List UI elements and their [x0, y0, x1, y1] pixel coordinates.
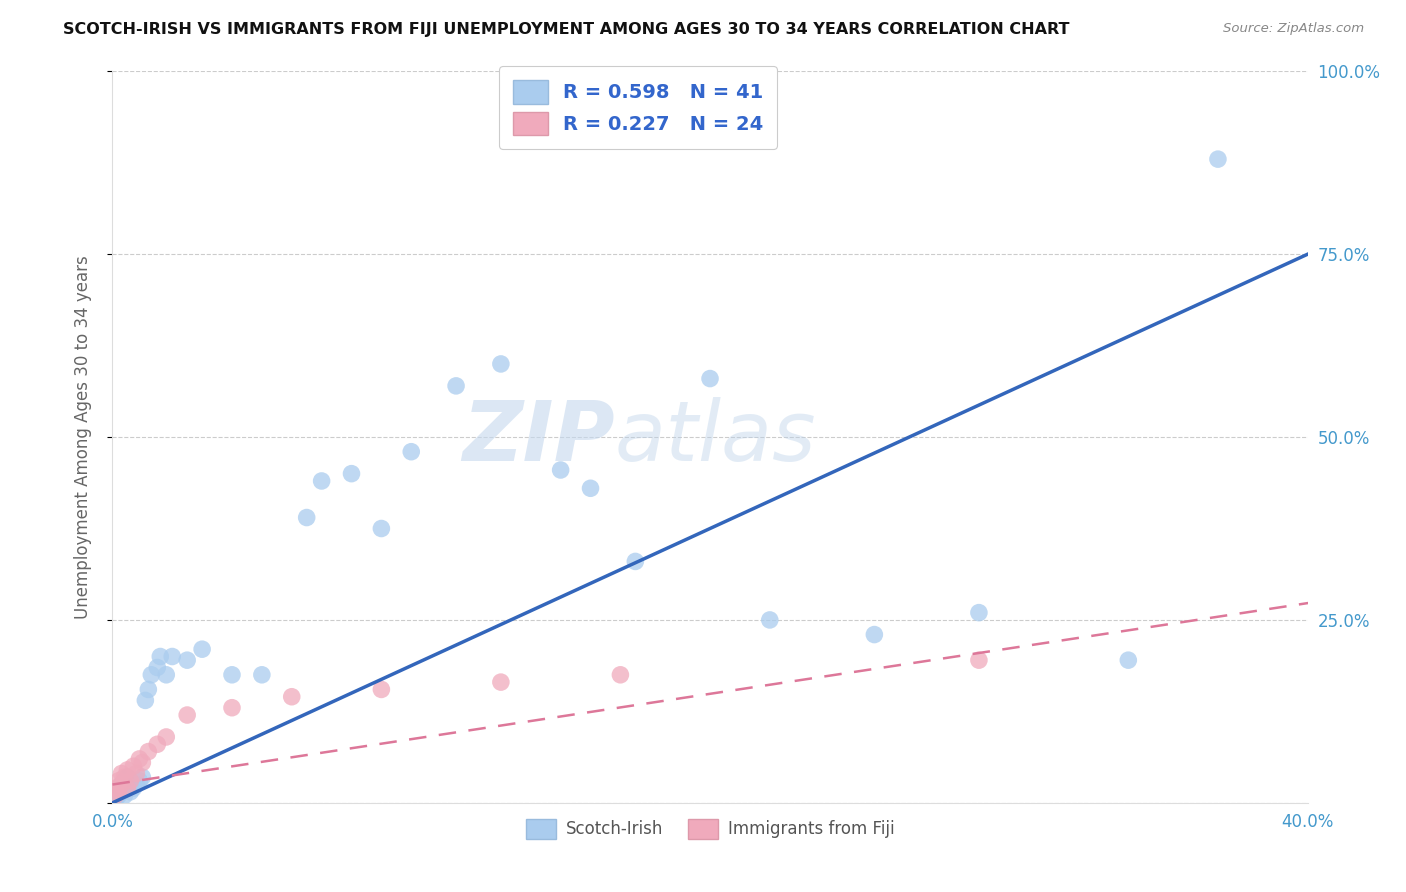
Point: [370, 521, 392, 535]
Point: [149, 649, 172, 664]
Point: [1206, 152, 1229, 166]
Point: [104, 792, 127, 806]
Point: [759, 613, 782, 627]
Point: [131, 756, 153, 770]
Point: [107, 773, 129, 788]
Point: [104, 789, 127, 803]
Text: Source: ZipAtlas.com: Source: ZipAtlas.com: [1223, 22, 1364, 36]
Point: [281, 690, 304, 704]
Point: [176, 708, 198, 723]
Point: [138, 682, 160, 697]
Point: [120, 785, 142, 799]
Point: [122, 781, 145, 796]
Legend: Scotch-Irish, Immigrants from Fiji: Scotch-Irish, Immigrants from Fiji: [519, 812, 901, 846]
Point: [107, 789, 129, 803]
Point: [110, 778, 132, 792]
Point: [131, 770, 153, 784]
Text: atlas: atlas: [614, 397, 815, 477]
Text: SCOTCH-IRISH VS IMMIGRANTS FROM FIJI UNEMPLOYMENT AMONG AGES 30 TO 34 YEARS CORR: SCOTCH-IRISH VS IMMIGRANTS FROM FIJI UNE…: [63, 22, 1070, 37]
Point: [489, 675, 512, 690]
Point: [110, 778, 132, 792]
Point: [550, 463, 572, 477]
Point: [128, 773, 150, 788]
Point: [579, 481, 602, 495]
Point: [117, 781, 139, 796]
Point: [162, 649, 183, 664]
Point: [141, 667, 163, 681]
Point: [125, 766, 148, 780]
Point: [114, 773, 135, 788]
Point: [114, 770, 135, 784]
Point: [146, 737, 169, 751]
Point: [120, 773, 142, 788]
Point: [107, 781, 129, 796]
Point: [117, 781, 139, 796]
Point: [110, 785, 132, 799]
Point: [967, 606, 990, 620]
Point: [863, 627, 886, 641]
Point: [489, 357, 512, 371]
Y-axis label: Unemployment Among Ages 30 to 34 years: Unemployment Among Ages 30 to 34 years: [73, 255, 91, 619]
Point: [125, 778, 148, 792]
Point: [104, 781, 127, 796]
Point: [117, 763, 139, 777]
Point: [122, 759, 145, 773]
Point: [191, 642, 214, 657]
Point: [138, 745, 160, 759]
Point: [311, 474, 333, 488]
Point: [155, 730, 177, 744]
Point: [155, 667, 177, 681]
Point: [221, 667, 243, 681]
Point: [134, 693, 156, 707]
Point: [401, 444, 423, 458]
Point: [295, 510, 318, 524]
Point: [176, 653, 198, 667]
Point: [967, 653, 990, 667]
Point: [110, 766, 132, 780]
Point: [114, 789, 135, 803]
Point: [1118, 653, 1140, 667]
Point: [444, 379, 467, 393]
Point: [107, 785, 129, 799]
Point: [340, 467, 363, 481]
Text: ZIP: ZIP: [461, 397, 614, 477]
Point: [221, 700, 243, 714]
Point: [117, 770, 139, 784]
Point: [370, 682, 392, 697]
Point: [609, 667, 631, 681]
Point: [624, 554, 647, 568]
Point: [146, 660, 169, 674]
Point: [128, 752, 150, 766]
Point: [250, 667, 273, 681]
Point: [699, 371, 721, 385]
